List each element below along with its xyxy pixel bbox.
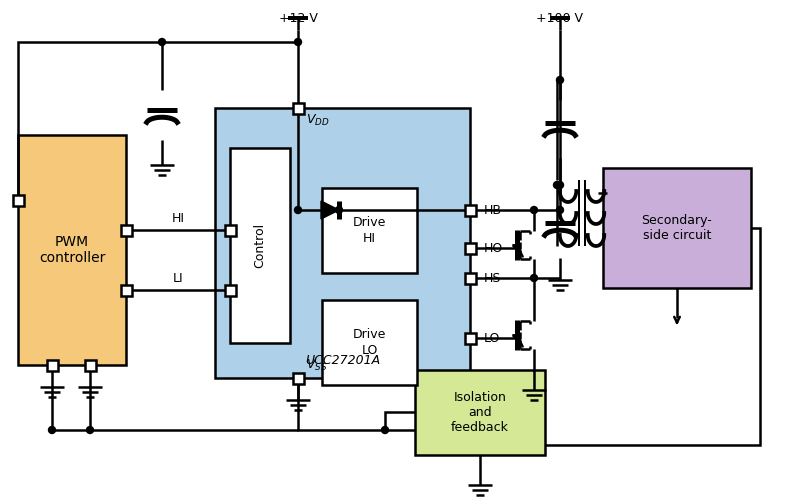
Text: Drive
LO: Drive LO [353,329,386,357]
Bar [225,285,235,296]
Text: PWM
controller: PWM controller [39,235,105,265]
Circle shape [294,206,302,213]
Text: Control: Control [254,223,266,268]
Polygon shape [321,201,339,219]
Text: Secondary-
side circuit: Secondary- side circuit [642,214,712,242]
Bar [322,188,417,273]
Bar [13,194,23,205]
Text: HB: HB [484,203,502,216]
Bar [465,242,475,254]
Text: UCC27201A: UCC27201A [305,354,380,367]
Circle shape [530,206,538,213]
Bar [322,300,417,385]
Text: $V_{DD}$: $V_{DD}$ [306,113,330,128]
Circle shape [86,426,94,433]
Circle shape [49,426,55,433]
Bar [293,103,303,114]
Text: LO: LO [484,332,500,345]
Text: Isolation
and
feedback: Isolation and feedback [451,391,509,434]
Text: $V_{SS}$: $V_{SS}$ [306,358,327,373]
Bar [215,108,470,378]
Text: LI: LI [173,272,183,285]
Bar [293,373,303,383]
Text: HI: HI [171,212,185,225]
Bar [465,333,475,344]
Circle shape [554,181,561,188]
Bar [46,360,58,371]
Bar [465,273,475,284]
Circle shape [557,77,563,84]
Bar [415,370,545,455]
Text: +12 V: +12 V [278,12,318,25]
Text: +100 V: +100 V [537,12,583,25]
Bar [85,360,95,371]
Text: HS: HS [484,272,502,285]
Circle shape [382,426,389,433]
Bar [465,204,475,215]
Bar [121,285,131,296]
Circle shape [557,206,563,213]
Circle shape [530,275,538,282]
Circle shape [158,39,166,46]
Circle shape [557,181,563,188]
Circle shape [294,39,302,46]
Circle shape [335,206,342,213]
Bar [18,135,126,365]
Bar [225,224,235,235]
Text: HO: HO [484,241,503,255]
Bar [603,168,751,288]
Text: Drive
HI: Drive HI [353,216,386,244]
Bar [121,224,131,235]
Bar [230,148,290,343]
